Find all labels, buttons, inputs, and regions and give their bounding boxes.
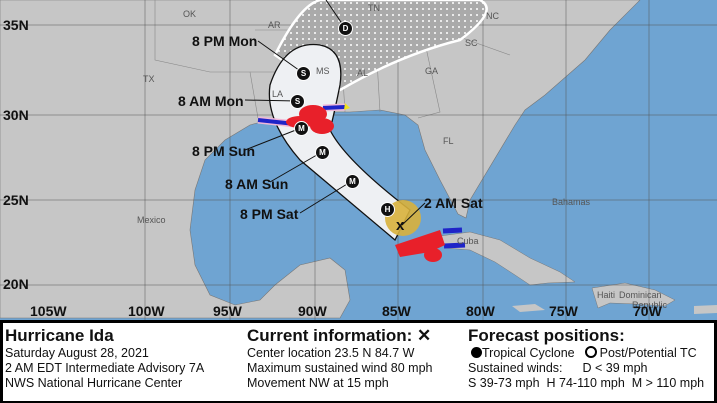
storm-info: Hurricane Ida Saturday August 28, 2021 2… bbox=[5, 326, 204, 391]
map-graphic: x bbox=[0, 0, 717, 320]
lon-label: 100W bbox=[128, 303, 165, 319]
region-label: Bahamas bbox=[552, 197, 591, 207]
lon-label: 75W bbox=[549, 303, 578, 319]
lon-label: 95W bbox=[213, 303, 242, 319]
lon-label: 85W bbox=[382, 303, 411, 319]
days-1-3-cone bbox=[268, 43, 411, 242]
tropical-cyclone-key: Tropical Cyclone bbox=[482, 346, 575, 360]
forecast-key: Forecast positions: Tropical Cyclone Post… bbox=[468, 326, 713, 391]
open-circle-icon bbox=[584, 346, 597, 358]
time-label: 8 AM Mon bbox=[178, 93, 244, 109]
region-label: NC bbox=[486, 11, 499, 21]
time-label: 8 PM Sun bbox=[192, 143, 256, 159]
lon-label: 90W bbox=[298, 303, 327, 319]
lon-label: 70W bbox=[633, 303, 662, 319]
region-label: Haiti bbox=[597, 290, 616, 300]
legend-panel: Hurricane Ida Saturday August 28, 2021 2… bbox=[2, 322, 715, 402]
region-label: AR bbox=[268, 20, 281, 30]
lat-label: 30N bbox=[3, 107, 29, 123]
region-label: Cuba bbox=[457, 236, 479, 246]
current-position-x-icon: x bbox=[396, 217, 405, 234]
forecast-marker: S bbox=[290, 94, 305, 109]
advisory-number: 2 AM EDT Intermediate Advisory 7A bbox=[5, 361, 205, 375]
region-label: FL bbox=[443, 136, 454, 146]
region-label: Mexico bbox=[137, 215, 166, 225]
forecast-marker: S bbox=[296, 66, 311, 81]
time-label: 8 PM Mon bbox=[192, 33, 258, 49]
region-label: LA bbox=[272, 89, 284, 99]
region-label: MS bbox=[316, 66, 330, 76]
region-label: OK bbox=[183, 9, 197, 19]
hispaniola-land bbox=[591, 282, 676, 309]
jamaica-land bbox=[512, 304, 545, 312]
filled-circle-icon bbox=[471, 347, 482, 358]
d-key: D < 39 mph bbox=[582, 361, 648, 375]
region-label: TN bbox=[368, 3, 380, 13]
current-info-title: Current information: ✕ bbox=[247, 326, 432, 345]
time-label: 8 PM Sat bbox=[240, 206, 299, 222]
lon-label: 105W bbox=[30, 303, 67, 319]
forecast-marker: M bbox=[345, 174, 360, 189]
storm-name: Hurricane Ida bbox=[5, 326, 114, 345]
region-label: Dominican bbox=[619, 290, 662, 300]
max-wind: Maximum sustained wind 80 mph bbox=[247, 361, 433, 375]
warnings bbox=[257, 103, 466, 262]
sustained-winds-label: Sustained winds: bbox=[468, 361, 563, 375]
lat-label: 25N bbox=[3, 192, 29, 208]
leader-lines bbox=[244, 0, 426, 226]
lat-label: 35N bbox=[3, 17, 29, 33]
forecast-marker: M bbox=[294, 121, 309, 136]
lat-label: 20N bbox=[3, 276, 29, 292]
forecast-marker: M bbox=[315, 145, 330, 160]
movement: Movement NW at 15 mph bbox=[247, 376, 389, 390]
forecast-marker: H bbox=[380, 202, 395, 217]
region-label: SC bbox=[465, 38, 478, 48]
lon-label: 80W bbox=[466, 303, 495, 319]
issuing-center: NWS National Hurricane Center bbox=[5, 376, 183, 390]
hurricane-map: x D S S M M M H 8 PM Mon 8 AM Mon 8 PM S… bbox=[0, 0, 717, 320]
forecast-title: Forecast positions: bbox=[468, 326, 625, 345]
region-label: GA bbox=[425, 66, 439, 76]
cuba-land bbox=[439, 231, 576, 286]
region-label: TX bbox=[143, 74, 155, 84]
forecast-marker: D bbox=[338, 21, 353, 36]
category-key: S 39-73 mph H 74-110 mph M > 110 mph bbox=[468, 376, 705, 390]
puerto-rico-land bbox=[694, 305, 717, 314]
advisory-date: Saturday August 28, 2021 bbox=[5, 346, 149, 360]
region-label: AL bbox=[357, 68, 369, 78]
center-location: Center location 23.5 N 84.7 W bbox=[247, 346, 415, 360]
current-info: Current information: ✕ Center location 2… bbox=[247, 326, 433, 391]
time-label: 8 AM Sun bbox=[225, 176, 289, 192]
time-label: 2 AM Sat bbox=[424, 195, 483, 211]
post-tc-key: Post/Potential TC bbox=[599, 346, 697, 360]
region-label: Republic bbox=[632, 300, 668, 310]
